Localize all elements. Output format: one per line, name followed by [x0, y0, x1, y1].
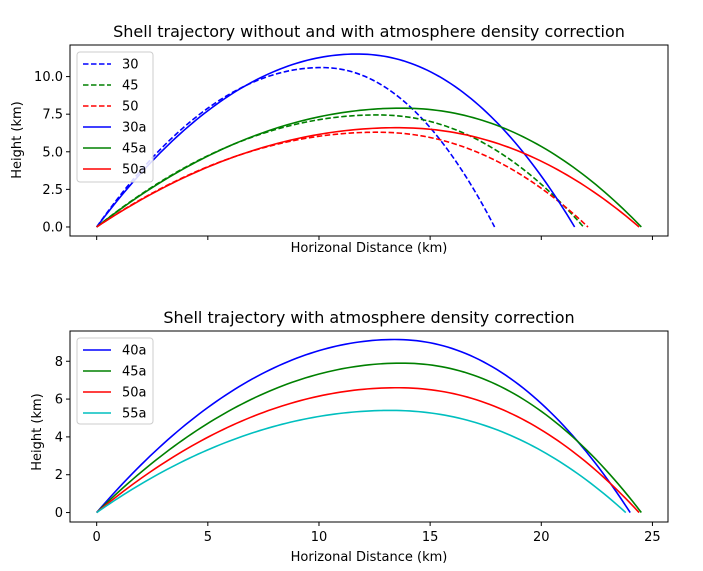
legend-label-50a: 50a	[122, 163, 147, 178]
bottom-chart: Shell trajectory with atmosphere density…	[30, 308, 669, 565]
series-line-55a	[96, 409, 627, 514]
legend-box	[76, 337, 154, 425]
x-tick-label: 5	[204, 530, 212, 545]
legend: 30 45 50 30a 45a 50a	[76, 51, 154, 183]
series-line-30	[96, 66, 496, 228]
x-axis-label: Horizonal Distance (km)	[291, 550, 448, 565]
series-line-50a	[96, 386, 640, 514]
legend: 40a 45a 50a 55a	[76, 337, 154, 425]
y-tick-label: 8	[55, 355, 63, 370]
series-line-50a	[96, 126, 640, 228]
x-tick-label: 0	[93, 530, 101, 545]
series-line-30a	[96, 53, 576, 228]
legend-label-45: 45	[122, 79, 139, 94]
series-line-45a	[96, 362, 642, 514]
series-line-45a	[96, 107, 642, 228]
x-tick-label: 20	[533, 530, 550, 545]
y-axis-label: Height (km)	[10, 101, 25, 178]
y-tick-label: 2.5	[42, 183, 63, 198]
legend-label-40a: 40a	[122, 344, 147, 359]
y-tick-label: 4	[55, 430, 63, 445]
legend-label-30a: 30a	[122, 121, 147, 136]
y-tick-label: 0	[55, 506, 63, 521]
y-axis-label: Height (km)	[30, 393, 45, 470]
x-axis-label: Horizonal Distance (km)	[291, 241, 448, 256]
y-tick-label: 0.0	[42, 220, 63, 235]
legend-label-55a: 55a	[122, 407, 147, 422]
chart-title: Shell trajectory with atmosphere density…	[163, 308, 574, 327]
y-tick-label: 5.0	[42, 145, 63, 160]
series-line-50	[96, 131, 589, 228]
top-chart: Shell trajectory without and with atmosp…	[10, 22, 669, 256]
legend-label-30: 30	[122, 58, 139, 73]
plot-frame	[69, 44, 669, 237]
series-line-40a	[96, 338, 631, 514]
legend-label-45a: 45a	[122, 365, 147, 380]
y-tick-label: 6	[55, 393, 63, 408]
x-tick-label: 15	[422, 530, 439, 545]
x-tick-label: 25	[644, 530, 661, 545]
y-tick-label: 10.0	[34, 70, 63, 85]
legend-label-50a: 50a	[122, 386, 147, 401]
legend-label-50: 50	[122, 100, 139, 115]
chart-title: Shell trajectory without and with atmosp…	[113, 22, 625, 41]
legend-label-45a: 45a	[122, 142, 147, 157]
y-tick-label: 7.5	[42, 108, 63, 123]
plot-frame	[69, 330, 669, 523]
x-tick-label: 10	[311, 530, 328, 545]
y-tick-label: 2	[55, 468, 63, 483]
